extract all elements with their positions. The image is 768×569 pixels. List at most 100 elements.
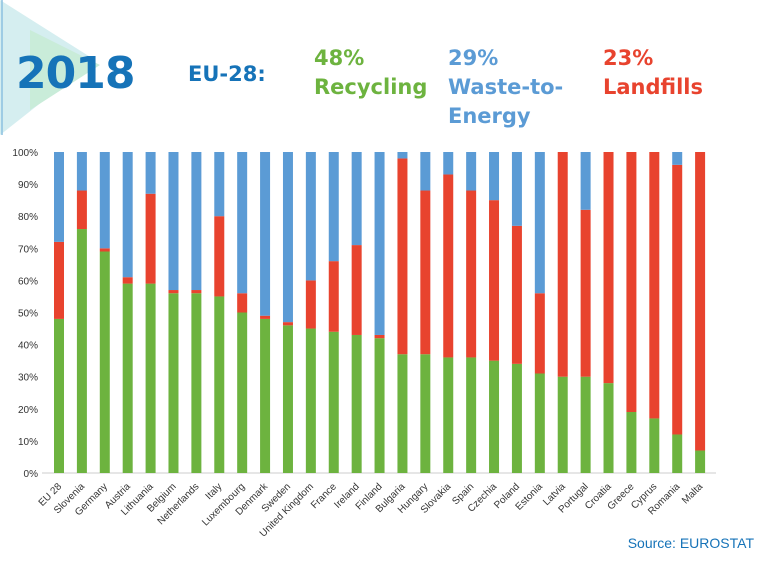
landfills-label: Landfills	[603, 75, 703, 99]
y-tick-label: 80%	[18, 212, 38, 223]
bar-segment-waste-to-energy-slovenia	[76, 152, 87, 191]
bar-segment-landfills-estonia	[534, 293, 545, 374]
bar-segment-waste-to-energy-estonia	[534, 152, 545, 294]
bar-segment-recycling-finland	[374, 338, 385, 473]
bar-segment-waste-to-energy-germany	[99, 152, 110, 249]
bar-segment-recycling-austria	[122, 283, 133, 473]
y-tick-label: 20%	[18, 405, 38, 416]
bar-segment-landfills-austria	[122, 277, 133, 284]
bar-segment-waste-to-energy-poland	[511, 152, 522, 226]
bar-segment-landfills-united-kingdom	[305, 280, 316, 329]
year-title: 2018	[16, 48, 135, 99]
bar-segment-waste-to-energy-united-kingdom	[305, 152, 316, 281]
bar-segment-recycling-italy	[214, 296, 225, 473]
bar-segment-waste-to-energy-belgium	[168, 152, 179, 291]
bar-segment-recycling-belgium	[168, 293, 179, 473]
y-tick-label: 90%	[18, 180, 38, 191]
bar-segment-waste-to-energy-eu-28	[54, 152, 64, 242]
bar-segment-waste-to-energy-finland	[374, 152, 385, 335]
bar-segment-landfills-czechia	[489, 200, 500, 361]
decorative-triangle-logo	[0, 0, 100, 135]
bar-segment-landfills-bulgaria	[397, 158, 408, 355]
bar-segment-recycling-poland	[511, 363, 522, 473]
bar-segment-landfills-netherlands	[191, 290, 202, 294]
source-note: Source: EUROSTAT	[627, 535, 754, 551]
bar-segment-landfills-sweden	[282, 322, 293, 326]
bar-segment-recycling-netherlands	[191, 293, 202, 473]
bar-segment-landfills-denmark	[260, 315, 271, 319]
legend-landfills: 23% Landfills	[603, 44, 703, 102]
bar-segment-recycling-malta	[695, 450, 706, 473]
bar-segment-recycling-united-kingdom	[305, 328, 316, 473]
y-tick-label: 70%	[18, 244, 38, 255]
bar-segment-waste-to-energy-luxembourg	[237, 152, 248, 294]
bar-segment-landfills-spain	[466, 190, 477, 358]
bar-segment-recycling-romania	[672, 434, 683, 473]
bar-segment-recycling-eu-28	[54, 318, 64, 473]
stacked-bar-chart: 0%10%20%30%40%50%60%70%80%90%100%EU 28Sl…	[12, 148, 716, 539]
bar-segment-recycling-ireland	[351, 334, 362, 473]
y-tick-label: 10%	[18, 437, 38, 448]
waste-to-energy-share: 29%	[448, 46, 499, 70]
bar-segment-recycling-estonia	[534, 373, 545, 473]
bar-segment-landfills-cyprus	[649, 152, 660, 419]
bar-segment-landfills-france	[328, 261, 339, 332]
bar-segment-waste-to-energy-netherlands	[191, 152, 202, 291]
legend-waste-to-energy: 29% Waste-to- Energy	[448, 44, 588, 131]
bar-segment-landfills-malta	[695, 152, 706, 451]
bar-segment-waste-to-energy-austria	[122, 152, 133, 278]
bar-segment-waste-to-energy-sweden	[282, 152, 293, 323]
bar-segment-recycling-czechia	[489, 360, 500, 473]
bar-segment-waste-to-energy-ireland	[351, 152, 362, 246]
y-tick-label: 30%	[18, 373, 38, 384]
bar-segment-waste-to-energy-bulgaria	[397, 152, 408, 159]
bar-segment-recycling-spain	[466, 357, 477, 473]
y-tick-label: 40%	[18, 341, 38, 352]
bar-segment-recycling-latvia	[557, 376, 568, 473]
bar-segment-recycling-sweden	[282, 325, 293, 473]
bar-segment-recycling-slovenia	[76, 229, 87, 473]
bar-segment-recycling-lithuania	[145, 283, 156, 473]
y-tick-label: 0%	[24, 469, 39, 480]
bar-segment-waste-to-energy-slovakia	[443, 152, 454, 175]
region-label: EU-28:	[188, 62, 266, 86]
bar-segment-landfills-italy	[214, 216, 225, 297]
bar-segment-landfills-belgium	[168, 290, 179, 294]
bar-segment-recycling-germany	[99, 251, 110, 473]
bar-segment-landfills-luxembourg	[237, 293, 248, 313]
waste-to-energy-label-line1: Waste-to-	[448, 75, 564, 99]
bar-segment-recycling-luxembourg	[237, 312, 248, 473]
bar-segment-waste-to-energy-romania	[672, 152, 683, 165]
bar-segment-landfills-greece	[626, 152, 637, 413]
bar-segment-landfills-germany	[99, 248, 110, 252]
y-tick-label: 100%	[12, 148, 38, 159]
bar-segment-recycling-croatia	[603, 383, 614, 473]
bar-segment-recycling-portugal	[580, 376, 591, 473]
bar-segment-waste-to-energy-spain	[466, 152, 477, 191]
bar-segment-recycling-hungary	[420, 354, 431, 473]
bar-segment-waste-to-energy-portugal	[580, 152, 591, 210]
bar-segment-landfills-finland	[374, 334, 385, 339]
bar-segment-waste-to-energy-france	[328, 152, 339, 262]
bar-segment-landfills-poland	[511, 225, 522, 364]
y-tick-label: 50%	[18, 309, 38, 320]
bar-segment-landfills-eu-28	[54, 241, 64, 319]
bar-segment-landfills-portugal	[580, 209, 591, 377]
bar-segment-waste-to-energy-lithuania	[145, 152, 156, 194]
bar-segment-landfills-romania	[672, 164, 683, 435]
waste-to-energy-label-line2: Energy	[448, 104, 531, 128]
bar-segment-landfills-hungary	[420, 190, 431, 355]
bar-segment-recycling-cyprus	[649, 418, 660, 473]
bar-segment-waste-to-energy-czechia	[489, 152, 500, 201]
bar-segment-waste-to-energy-italy	[214, 152, 225, 217]
bar-segment-waste-to-energy-denmark	[260, 152, 271, 316]
category-label: Malta	[680, 481, 705, 506]
bar-segment-recycling-denmark	[260, 318, 271, 473]
bar-segment-recycling-greece	[626, 412, 637, 473]
bar-segment-recycling-slovakia	[443, 357, 454, 473]
legend-recycling: 48% Recycling	[314, 44, 427, 102]
bar-segment-landfills-slovakia	[443, 174, 454, 358]
bar-segment-recycling-bulgaria	[397, 354, 408, 473]
bar-segment-landfills-slovenia	[76, 190, 87, 230]
bar-segment-landfills-lithuania	[145, 193, 156, 284]
